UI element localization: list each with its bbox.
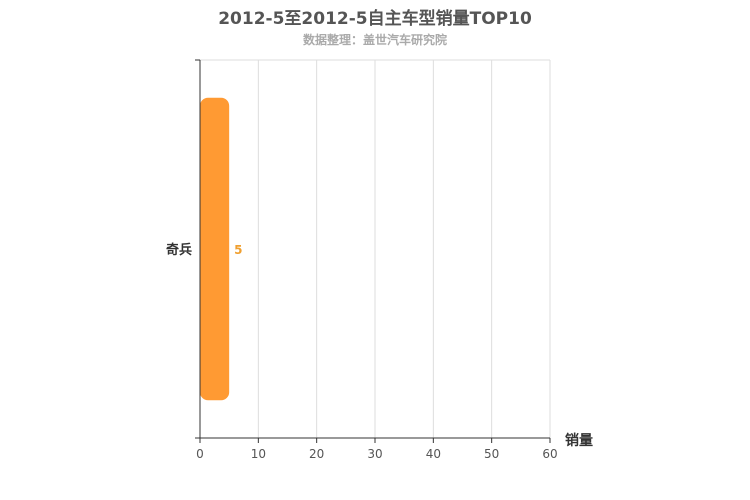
axes: 0 10 20 30 40 50 60 奇兵	[166, 59, 558, 461]
x-axis-name: 销量	[565, 432, 593, 449]
x-tick-label: 50	[484, 447, 499, 461]
x-tick-label: 40	[426, 447, 441, 461]
x-tick-label: 60	[542, 447, 557, 461]
chart-title: 2012-5至2012-5自主车型销量TOP10	[218, 9, 532, 29]
data-label: 5	[234, 243, 242, 257]
bar	[200, 97, 230, 401]
x-tick-label: 10	[251, 447, 266, 461]
x-tick-label: 30	[367, 447, 382, 461]
x-tick-label: 20	[309, 447, 324, 461]
chart-subtitle: 数据整理：盖世汽车研究院	[302, 33, 447, 47]
category-label: 奇兵	[166, 242, 192, 258]
x-tick-label: 0	[196, 447, 204, 461]
bars: 5	[200, 97, 243, 401]
grid-lines	[200, 59, 551, 438]
